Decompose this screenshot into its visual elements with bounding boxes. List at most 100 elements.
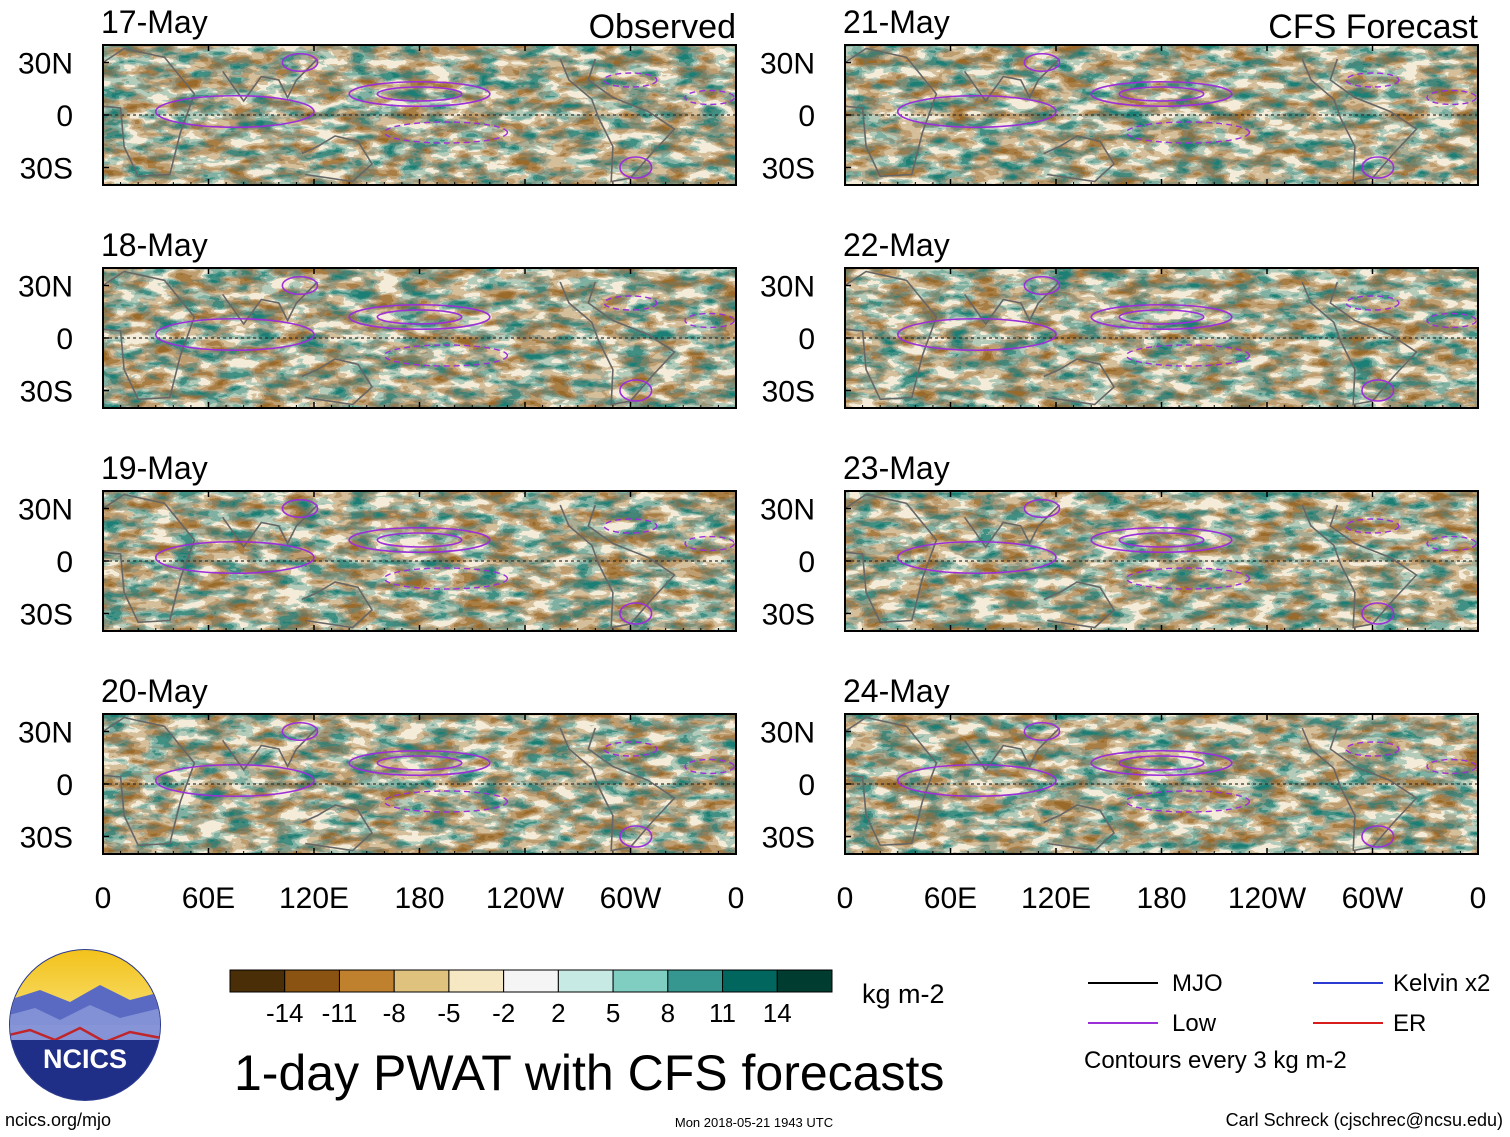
lat-label: 30S xyxy=(762,153,815,186)
low-contour-dashed-2 xyxy=(1426,758,1477,775)
figure-title: 1-day PWAT with CFS forecasts xyxy=(234,1045,944,1101)
lat-label: 0 xyxy=(56,769,73,802)
low-contour-3 xyxy=(1023,721,1061,742)
map-panel-20-May: 30N 0 30S 20-May xyxy=(18,673,737,855)
lon-label: 0 xyxy=(728,882,745,915)
lat-label: 30N xyxy=(760,494,815,527)
coastline-2 xyxy=(1043,581,1116,629)
colorbar-label: 8 xyxy=(661,998,675,1028)
lat-label: 30N xyxy=(760,48,815,81)
low-contour-0 xyxy=(348,80,491,108)
coastline-0 xyxy=(102,47,196,178)
low-contour-dashed-1 xyxy=(603,72,658,88)
lat-label: 0 xyxy=(798,100,815,133)
lat-label: 30S xyxy=(762,599,815,632)
low-contour-2 xyxy=(896,317,1057,352)
low-contour-2 xyxy=(154,317,315,352)
colorbar-swatch xyxy=(338,969,395,993)
pwat-field xyxy=(845,714,1478,854)
coastline-1 xyxy=(221,504,319,549)
low-contour-3 xyxy=(1023,52,1061,73)
legend-label-kelvin: Kelvin x2 xyxy=(1393,970,1490,997)
low-contour-0 xyxy=(348,303,491,331)
panel-date: 17-May xyxy=(101,4,208,40)
lon-label: 60E xyxy=(924,882,977,915)
lon-axis-left: 0 60E 120E 180 120W 60W 0 xyxy=(95,882,745,915)
colorbar-swatch xyxy=(284,969,340,993)
low-contour-dashed-0 xyxy=(383,567,509,590)
ncics-logo: NCICS xyxy=(9,949,161,1101)
panel-date: 22-May xyxy=(843,227,950,263)
coastline-0 xyxy=(844,493,938,624)
low-contour-1 xyxy=(376,755,463,771)
footer-url[interactable]: ncics.org/mjo xyxy=(5,1110,111,1130)
colorbar-label: -11 xyxy=(322,998,358,1028)
low-contour-1 xyxy=(1118,532,1205,548)
contour-note: Contours every 3 kg m-2 xyxy=(1084,1047,1347,1074)
low-contour-dashed-1 xyxy=(1345,295,1400,311)
low-contour-3 xyxy=(281,275,319,296)
low-contour-3 xyxy=(281,52,319,73)
low-contour-dashed-2 xyxy=(684,535,735,552)
low-contour-dashed-1 xyxy=(603,518,658,534)
low-contour-dashed-0 xyxy=(1125,567,1251,590)
low-contour-2 xyxy=(154,94,315,129)
colorbar-swatch xyxy=(667,969,724,993)
low-contour-2 xyxy=(896,94,1057,129)
lon-label: 120W xyxy=(486,882,565,915)
low-contour-1 xyxy=(1118,86,1205,102)
panel-date: 18-May xyxy=(101,227,208,263)
map-panel-17-May: 30N 0 30S 17-May xyxy=(18,4,737,186)
coastline-1 xyxy=(963,727,1061,772)
coastline-0 xyxy=(844,270,938,401)
low-contour-dashed-2 xyxy=(684,312,735,329)
map-panel-22-May: 30N 0 30S 22-May xyxy=(760,227,1479,409)
coastline-1 xyxy=(221,58,319,103)
low-contour-2 xyxy=(154,763,315,798)
colorbar-label: 2 xyxy=(551,998,565,1028)
low-contour-0 xyxy=(1090,80,1233,108)
low-contour-dashed-2 xyxy=(1426,535,1477,552)
low-contour-dashed-2 xyxy=(684,89,735,106)
colorbar-swatch xyxy=(612,969,669,993)
pwat-field xyxy=(845,268,1478,408)
coastline-0 xyxy=(102,493,196,624)
low-contour-0 xyxy=(1090,303,1233,331)
low-contour-2 xyxy=(154,540,315,575)
lat-label: 0 xyxy=(798,769,815,802)
observed-label: Observed xyxy=(589,8,736,46)
low-contour-dashed-2 xyxy=(1426,89,1477,106)
lon-label: 60W xyxy=(1342,882,1404,915)
colorbar-label: -8 xyxy=(383,998,406,1028)
low-contour-dashed-1 xyxy=(1345,518,1400,534)
map-panel-18-May: 30N 0 30S 18-May xyxy=(18,227,737,409)
low-contour-dashed-0 xyxy=(383,121,509,144)
lat-label: 30S xyxy=(762,822,815,855)
low-contour-4 xyxy=(1361,602,1395,625)
coastline-0 xyxy=(844,716,938,847)
pwat-field xyxy=(103,45,736,185)
low-contour-dashed-2 xyxy=(1426,312,1477,329)
colorbar-swatch xyxy=(503,969,559,993)
lon-label: 0 xyxy=(1470,882,1487,915)
lat-label: 0 xyxy=(798,323,815,356)
low-contour-4 xyxy=(619,602,653,625)
low-contour-dashed-0 xyxy=(383,344,509,367)
lat-label: 0 xyxy=(56,546,73,579)
lon-axis-right: 0 60E 120E 180 120W 60W 0 xyxy=(837,882,1487,915)
panel-date: 21-May xyxy=(843,4,950,40)
low-contour-1 xyxy=(1118,309,1205,325)
colorbar-swatch xyxy=(448,969,505,993)
lon-label: 60W xyxy=(600,882,662,915)
lat-label: 30S xyxy=(762,376,815,409)
logo-text: NCICS xyxy=(43,1044,127,1074)
lat-label: 0 xyxy=(56,100,73,133)
lat-label: 0 xyxy=(56,323,73,356)
colorbar-label: 14 xyxy=(763,998,792,1028)
low-contour-dashed-2 xyxy=(684,758,735,775)
panel-date: 19-May xyxy=(101,450,208,486)
colorbar-swatch xyxy=(229,969,286,993)
coastline-0 xyxy=(102,716,196,847)
panel-date: 23-May xyxy=(843,450,950,486)
